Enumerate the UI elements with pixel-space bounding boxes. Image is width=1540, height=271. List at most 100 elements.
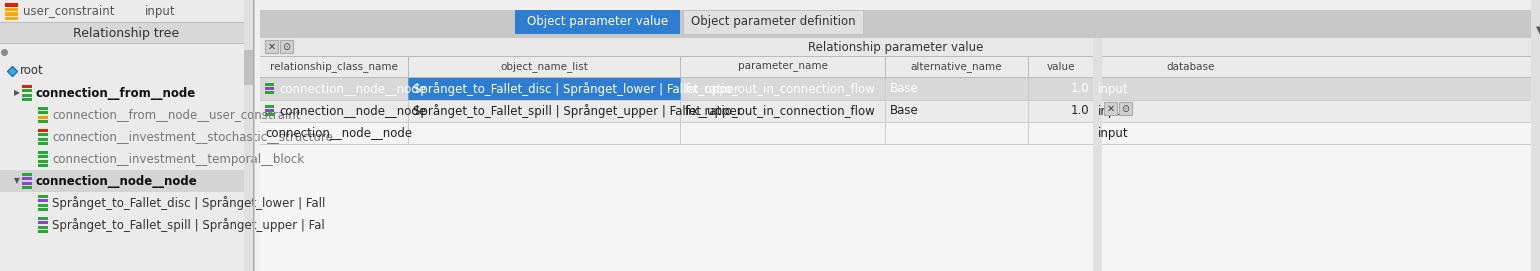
Text: ⊙: ⊙ xyxy=(282,41,291,51)
Bar xyxy=(38,217,48,220)
Bar xyxy=(260,0,1531,38)
Bar xyxy=(0,23,253,43)
Bar xyxy=(1093,38,1103,271)
Text: database: database xyxy=(1166,62,1215,72)
Bar xyxy=(260,100,1531,101)
Text: input: input xyxy=(1098,127,1129,140)
Bar xyxy=(1104,102,1116,115)
Bar xyxy=(38,195,48,198)
Text: root: root xyxy=(20,64,43,78)
Bar xyxy=(1531,0,1540,271)
Bar xyxy=(280,40,293,53)
Text: connection__investment__stochastic__structure: connection__investment__stochastic__stru… xyxy=(52,131,333,144)
Text: connection__node__node: connection__node__node xyxy=(265,127,413,140)
Text: parameter_name: parameter_name xyxy=(738,62,827,72)
Bar xyxy=(5,8,18,11)
Text: 1.0: 1.0 xyxy=(1070,105,1089,118)
Bar xyxy=(0,22,253,23)
Bar xyxy=(265,109,274,112)
Text: connection__investment__temporal__block: connection__investment__temporal__block xyxy=(52,153,303,166)
Bar xyxy=(265,105,274,108)
Text: connection__node__node: connection__node__node xyxy=(279,82,427,95)
Bar xyxy=(265,87,274,90)
Bar xyxy=(0,170,243,192)
Bar xyxy=(38,160,48,163)
Bar xyxy=(684,10,862,34)
Bar xyxy=(38,129,48,132)
Bar xyxy=(38,120,48,123)
Bar xyxy=(260,38,1531,56)
Text: ⊙: ⊙ xyxy=(1121,104,1129,114)
Bar xyxy=(38,208,48,211)
Text: ▼: ▼ xyxy=(14,176,20,186)
Bar xyxy=(22,85,32,88)
Bar xyxy=(265,113,274,116)
Bar xyxy=(0,0,253,22)
Bar xyxy=(38,142,48,145)
Text: connection__node__node: connection__node__node xyxy=(279,105,427,118)
Text: Språnget_to_Fallet_disc | Språnget_lower | Fallet_upper: Språnget_to_Fallet_disc | Språnget_lower… xyxy=(413,82,739,96)
Text: input: input xyxy=(1098,82,1129,95)
Text: Base: Base xyxy=(890,105,919,118)
Bar xyxy=(38,155,48,158)
Bar xyxy=(260,122,1531,144)
Bar xyxy=(260,0,1540,271)
Bar xyxy=(22,98,32,101)
Bar xyxy=(260,145,1531,271)
Bar xyxy=(22,186,32,189)
Bar xyxy=(265,91,274,94)
Text: connection__node__node: connection__node__node xyxy=(35,175,197,188)
Text: input: input xyxy=(145,5,176,18)
Bar xyxy=(38,107,48,110)
Text: Object parameter definition: Object parameter definition xyxy=(690,15,855,28)
Text: 1.0: 1.0 xyxy=(1070,82,1089,95)
Text: fix_ratio_out_in_connection_flow: fix_ratio_out_in_connection_flow xyxy=(685,82,876,95)
Bar xyxy=(38,133,48,136)
Text: object_name_list: object_name_list xyxy=(500,62,588,72)
Text: input: input xyxy=(1098,105,1129,118)
Text: Relationship tree: Relationship tree xyxy=(74,27,180,40)
Bar xyxy=(22,177,32,180)
Bar xyxy=(0,0,253,271)
Bar xyxy=(22,173,32,176)
Bar xyxy=(38,116,48,119)
Text: connection__from__node__user_constraint: connection__from__node__user_constraint xyxy=(52,108,300,121)
Bar xyxy=(243,50,253,85)
Bar xyxy=(260,100,1531,122)
Bar xyxy=(265,83,274,86)
Bar xyxy=(260,0,1531,10)
Text: ▼: ▼ xyxy=(1535,25,1540,35)
Bar xyxy=(38,221,48,224)
Bar xyxy=(22,94,32,97)
Bar xyxy=(260,57,1531,77)
Bar xyxy=(38,164,48,167)
Bar xyxy=(260,144,1531,145)
Text: Relationship parameter value: Relationship parameter value xyxy=(808,40,983,53)
Bar xyxy=(260,122,1531,123)
Text: ✕: ✕ xyxy=(268,41,276,51)
Bar xyxy=(38,138,48,141)
Bar xyxy=(38,199,48,202)
Text: user_constraint: user_constraint xyxy=(23,5,114,18)
Text: ✕: ✕ xyxy=(1106,104,1115,114)
Bar xyxy=(260,77,1531,78)
Bar xyxy=(38,151,48,154)
Bar xyxy=(514,10,681,34)
Bar xyxy=(0,43,253,44)
Text: Object parameter value: Object parameter value xyxy=(527,15,668,28)
Bar xyxy=(22,89,32,92)
Text: fix_ratio_out_in_connection_flow: fix_ratio_out_in_connection_flow xyxy=(685,105,876,118)
Text: value: value xyxy=(1046,62,1075,72)
Bar xyxy=(22,182,32,185)
Text: Base: Base xyxy=(890,82,919,95)
Bar xyxy=(5,3,18,7)
Text: Språnget_to_Fallet_spill | Språnget_upper | Fal: Språnget_to_Fallet_spill | Språnget_uppe… xyxy=(52,218,325,232)
Text: Språnget_to_Fallet_spill | Språnget_upper | Fallet_upper: Språnget_to_Fallet_spill | Språnget_uppe… xyxy=(413,104,742,118)
Bar xyxy=(38,226,48,229)
Bar xyxy=(38,230,48,233)
Bar xyxy=(408,78,681,100)
Text: connection__from__node: connection__from__node xyxy=(35,86,196,99)
Bar xyxy=(260,10,1531,38)
Bar xyxy=(1120,102,1132,115)
Bar xyxy=(0,44,253,60)
